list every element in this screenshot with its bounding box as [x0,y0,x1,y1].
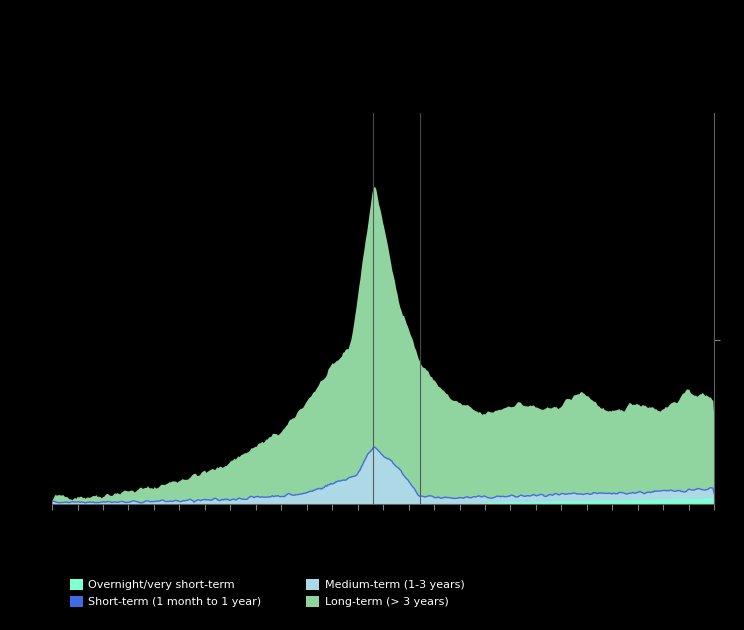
Legend: Overnight/very short-term, Short-term (1 month to 1 year), Medium-term (1-3 year: Overnight/very short-term, Short-term (1… [65,575,469,612]
